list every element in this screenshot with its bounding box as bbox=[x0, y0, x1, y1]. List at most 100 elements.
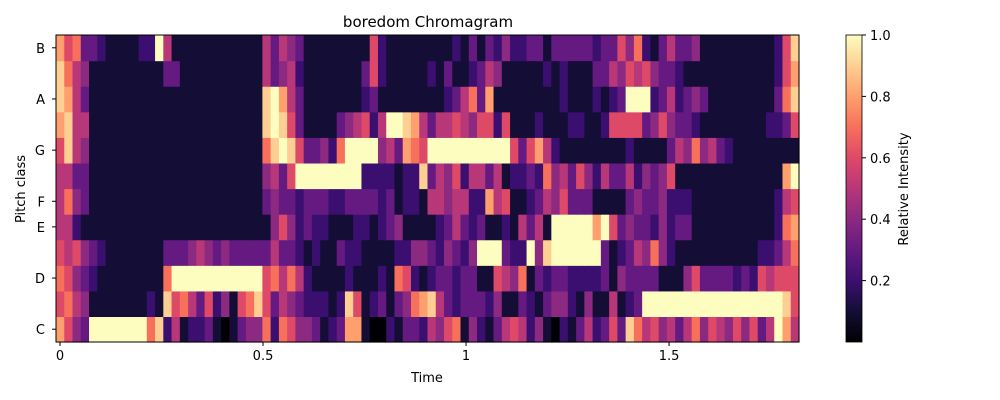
heatmap-cell bbox=[724, 111, 734, 138]
heatmap-cell bbox=[724, 188, 734, 215]
heatmap-cell bbox=[699, 111, 709, 138]
heatmap-cell bbox=[130, 137, 140, 164]
heatmap-cell bbox=[518, 316, 528, 343]
heatmap-cell bbox=[361, 137, 371, 164]
heatmap-cell bbox=[328, 188, 338, 215]
heatmap-cell bbox=[361, 290, 371, 318]
heatmap-cell bbox=[311, 137, 321, 164]
heatmap-cell bbox=[435, 35, 445, 62]
heatmap-cell bbox=[163, 316, 173, 343]
heatmap-cell bbox=[749, 265, 759, 292]
heatmap-cell bbox=[592, 111, 602, 138]
heatmap-cell bbox=[303, 316, 313, 343]
heatmap-cell bbox=[419, 35, 429, 62]
heatmap-cell bbox=[683, 35, 693, 62]
heatmap-cell bbox=[592, 35, 602, 62]
heatmap-cell bbox=[64, 60, 74, 87]
heatmap-cell bbox=[782, 60, 792, 87]
heatmap-cell bbox=[468, 111, 478, 138]
heatmap-cell bbox=[666, 265, 676, 292]
heatmap-cell bbox=[212, 35, 222, 62]
heatmap-cell bbox=[80, 290, 90, 318]
heatmap-cell bbox=[741, 60, 751, 87]
heatmap-cell bbox=[600, 111, 610, 138]
heatmap-cell bbox=[328, 86, 338, 113]
heatmap-cell bbox=[394, 214, 404, 241]
heatmap-cell bbox=[485, 316, 495, 343]
heatmap-cell bbox=[311, 86, 321, 113]
heatmap-cell bbox=[196, 214, 206, 241]
heatmap-cell bbox=[229, 265, 239, 292]
heatmap-cell bbox=[774, 137, 784, 164]
heatmap-cell bbox=[361, 111, 371, 138]
heatmap-cell bbox=[551, 60, 561, 87]
heatmap-cell bbox=[188, 60, 197, 87]
heatmap-cell bbox=[221, 35, 230, 62]
heatmap-cell bbox=[642, 188, 651, 215]
heatmap-cell bbox=[683, 265, 693, 292]
heatmap-cell bbox=[642, 214, 651, 241]
heatmap-cell bbox=[72, 137, 82, 164]
heatmap-cell bbox=[567, 316, 577, 343]
heatmap-cell bbox=[386, 60, 396, 87]
heatmap-cell bbox=[757, 214, 767, 241]
heatmap-cell bbox=[642, 239, 651, 266]
heatmap-cell bbox=[468, 214, 478, 241]
heatmap-cell bbox=[344, 188, 354, 215]
heatmap-cell bbox=[64, 265, 74, 292]
heatmap-cell bbox=[237, 188, 247, 215]
heatmap-cell bbox=[576, 111, 585, 138]
heatmap-cell bbox=[72, 35, 82, 62]
heatmap-cell bbox=[254, 35, 263, 62]
heatmap-cell bbox=[790, 265, 800, 292]
heatmap-cell bbox=[179, 316, 189, 343]
heatmap-cell bbox=[765, 111, 775, 138]
heatmap-cell bbox=[89, 239, 98, 266]
heatmap-cell bbox=[320, 111, 330, 138]
heatmap-cell bbox=[287, 137, 297, 164]
heatmap-cell bbox=[369, 214, 379, 241]
heatmap-cell bbox=[419, 265, 429, 292]
heatmap-cell bbox=[303, 290, 313, 318]
heatmap-cell bbox=[782, 86, 792, 113]
y-tick-label: G bbox=[35, 144, 45, 159]
heatmap-cell bbox=[691, 86, 701, 113]
heatmap-cell bbox=[468, 265, 478, 292]
heatmap-cell bbox=[716, 86, 726, 113]
heatmap-cell bbox=[320, 162, 330, 190]
heatmap-cell bbox=[765, 316, 775, 343]
heatmap-cell bbox=[311, 162, 321, 190]
heatmap-cell bbox=[435, 86, 445, 113]
heatmap-cell bbox=[501, 290, 511, 318]
heatmap-cell bbox=[732, 290, 742, 318]
heatmap-cell bbox=[518, 35, 528, 62]
heatmap-cell bbox=[229, 111, 239, 138]
heatmap-cell bbox=[155, 60, 164, 87]
heatmap-cell bbox=[584, 162, 594, 190]
heatmap-cell bbox=[625, 290, 635, 318]
heatmap-cell bbox=[732, 35, 742, 62]
heatmap-cell bbox=[510, 265, 519, 292]
heatmap-cell bbox=[303, 137, 313, 164]
heatmap-cell bbox=[584, 188, 594, 215]
heatmap-cell bbox=[625, 35, 635, 62]
heatmap-cell bbox=[485, 214, 495, 241]
heatmap-cell bbox=[311, 35, 321, 62]
heatmap-cell bbox=[485, 239, 495, 266]
heatmap-cell bbox=[130, 214, 140, 241]
heatmap-cell bbox=[80, 316, 90, 343]
heatmap-cell bbox=[237, 111, 247, 138]
heatmap-cell bbox=[171, 111, 181, 138]
heatmap-cell bbox=[97, 188, 107, 215]
heatmap-cell bbox=[518, 214, 528, 241]
heatmap-cell bbox=[510, 188, 519, 215]
heatmap-cell bbox=[551, 162, 561, 190]
heatmap-cell bbox=[56, 86, 65, 113]
heatmap-cell bbox=[130, 162, 140, 190]
heatmap-cell bbox=[410, 239, 420, 266]
heatmap-cell bbox=[510, 60, 519, 87]
heatmap-cell bbox=[402, 188, 412, 215]
heatmap-cell bbox=[113, 35, 123, 62]
heatmap-cell bbox=[444, 239, 453, 266]
heatmap-cell bbox=[708, 214, 718, 241]
